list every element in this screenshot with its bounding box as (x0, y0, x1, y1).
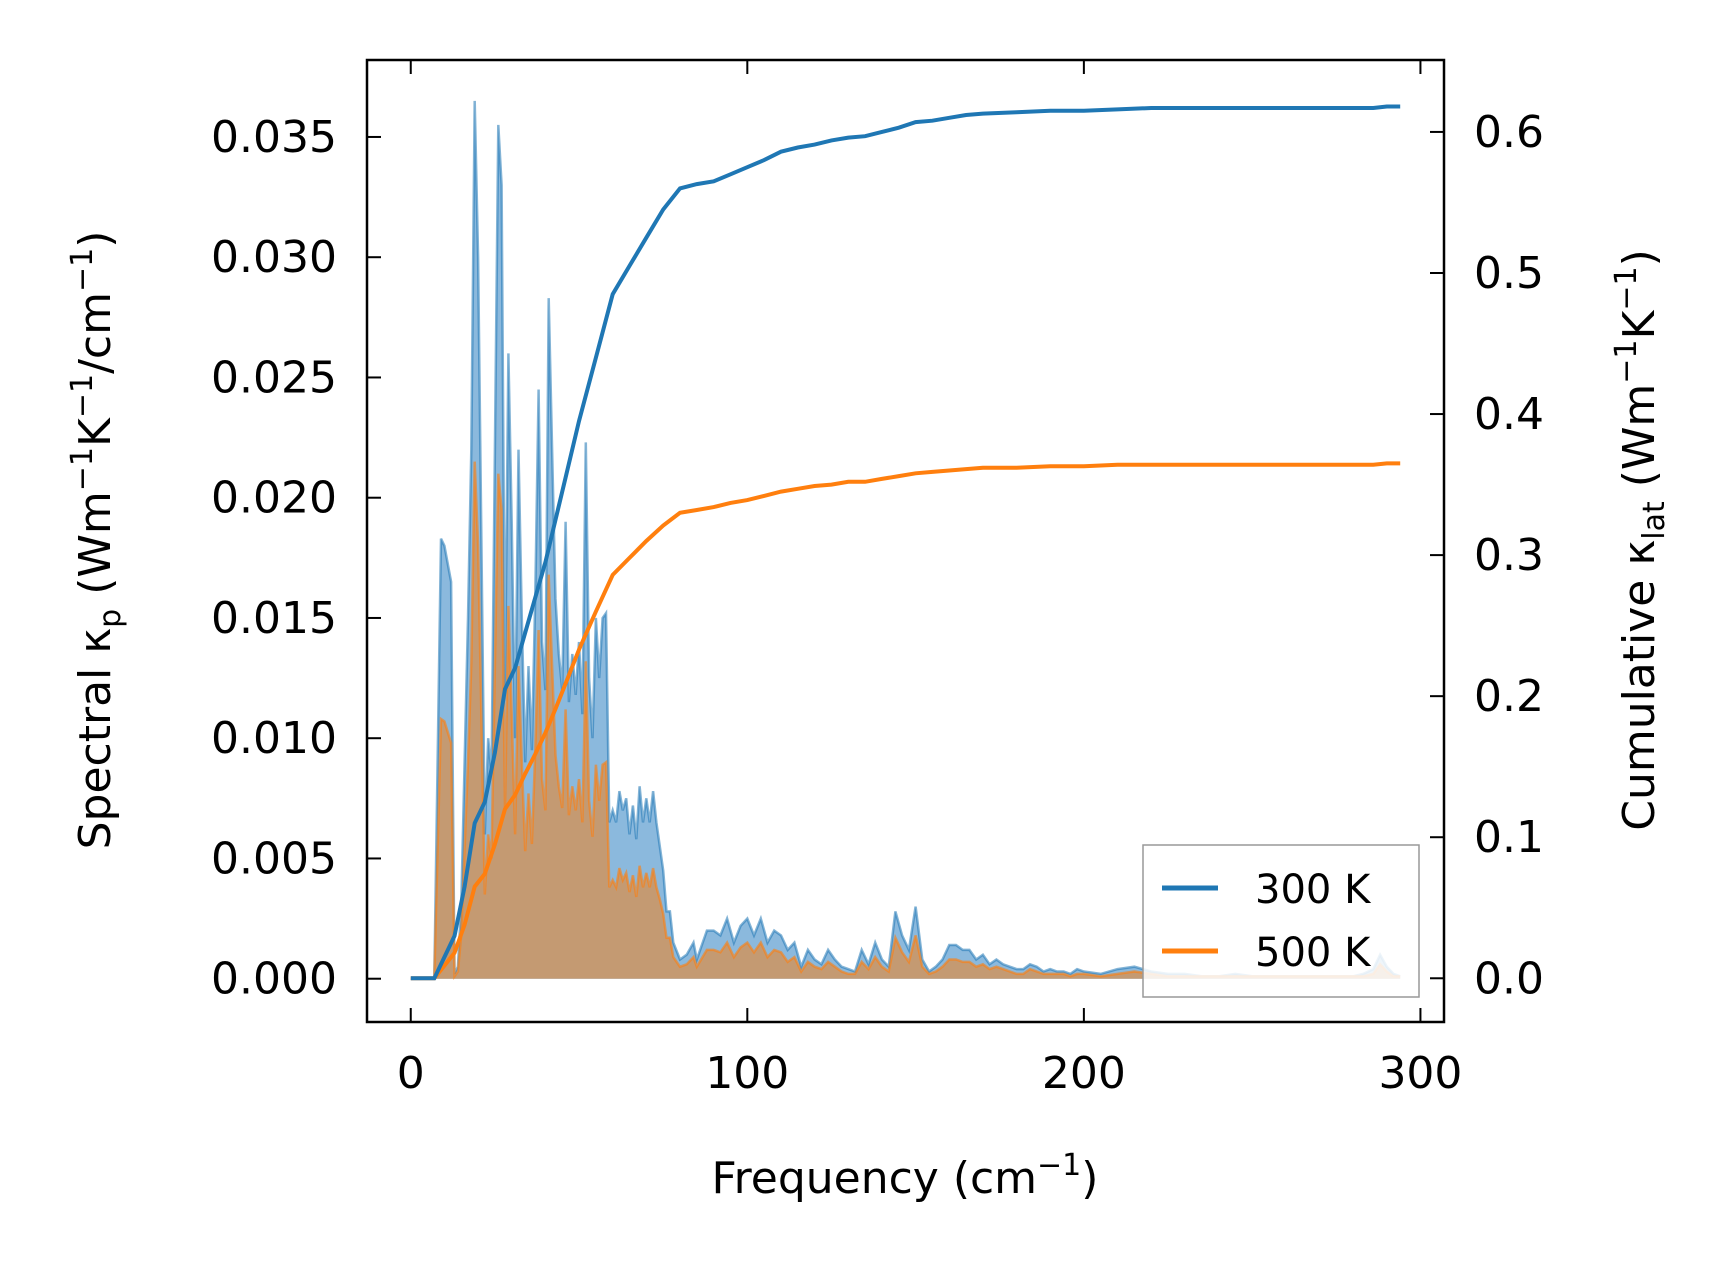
x-axis: 0 100 200 300 (397, 60, 1462, 1099)
left-y-tick-label: 0.025 (211, 352, 337, 403)
plot-area (410, 100, 1401, 981)
legend-label-300k: 300 K (1255, 867, 1372, 913)
left-y-tick-label: 0.015 (211, 593, 337, 644)
cumulative-line-300k (410, 104, 1401, 981)
x-tick-label: 100 (705, 1048, 789, 1099)
right-y-tick-label: 0.5 (1474, 248, 1544, 299)
left-y-tick-label: 0.030 (211, 232, 337, 283)
axes-frame (365, 58, 1446, 1024)
right-y-axis: 0.0 0.1 0.2 0.3 0.4 0.5 0.6 (1430, 107, 1544, 1004)
right-y-tick-label: 0.4 (1474, 389, 1544, 440)
left-y-tick-label: 0.010 (211, 713, 337, 764)
x-tick-label: 200 (1042, 1048, 1126, 1099)
spectral-outline-500k (410, 461, 1401, 981)
x-tick-label: 0 (397, 1048, 425, 1099)
right-y-tick-label: 0.0 (1474, 953, 1544, 1004)
right-y-tick-label: 0.3 (1474, 530, 1544, 581)
left-y-tick-label: 0.005 (211, 833, 337, 884)
left-y-tick-label: 0.000 (211, 954, 337, 1005)
left-y-axis: 0.000 0.005 0.010 0.015 0.020 0.025 0.030 0.035 (211, 112, 381, 1005)
left-y-axis-label: Spectral κp (Wm−1K−1/cm−1) (65, 231, 128, 850)
right-y-tick-label: 0.6 (1474, 107, 1544, 158)
right-y-tick-label: 0.2 (1474, 671, 1544, 722)
right-y-tick-label: 0.1 (1474, 812, 1544, 863)
spectral-outline-300k (410, 100, 1401, 980)
legend-frame (1142, 844, 1420, 998)
left-y-tick-label: 0.035 (211, 112, 337, 163)
left-y-tick-label: 0.020 (211, 473, 337, 524)
x-tick-label: 300 (1378, 1048, 1462, 1099)
legend-label-500k: 500 K (1255, 930, 1372, 976)
legend: 300 K 500 K (1142, 844, 1420, 998)
right-y-axis-label: Cumulative κlat (Wm−1K−1) (1609, 249, 1672, 831)
spectral-area-500k (410, 461, 1401, 979)
plot-frame (365, 58, 1446, 1024)
x-axis-label: Frequency (cm−1) (712, 1148, 1099, 1204)
cumulative-line-500k (410, 461, 1401, 981)
